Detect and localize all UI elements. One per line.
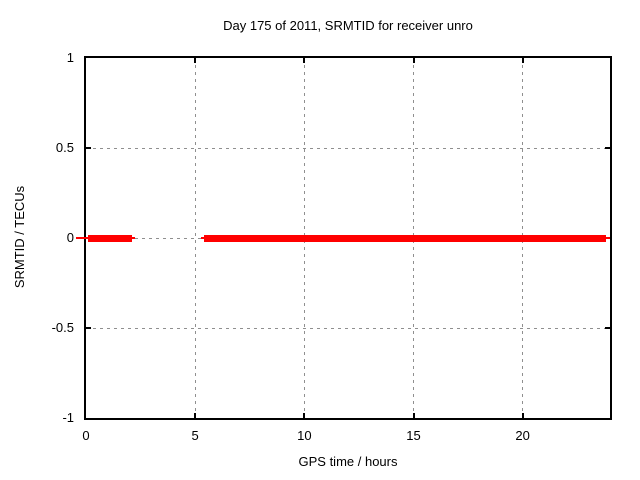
x-tick-label: 20 (515, 428, 530, 443)
x-axis-label: GPS time / hours (298, 454, 398, 469)
data-segment (87, 234, 133, 242)
y-tick-left (86, 147, 91, 149)
x-tick-top (194, 58, 197, 63)
y-tick-left (86, 327, 91, 329)
x-tick-bottom (412, 413, 415, 418)
plot-area (75, 56, 612, 420)
x-tick-label: 10 (297, 428, 312, 443)
y-tick-label: 1 (66, 50, 74, 65)
y-gridline (86, 147, 610, 149)
y-tick-right (605, 147, 610, 149)
x-tick-top (412, 58, 415, 63)
data-segment (606, 237, 610, 239)
x-tick-bottom (521, 413, 524, 418)
y-tick-label: 0.5 (55, 140, 74, 155)
x-tick-bottom (194, 413, 197, 418)
y-gridline (86, 327, 610, 329)
x-tick-label: 15 (406, 428, 421, 443)
x-tick-top (521, 58, 524, 63)
data-segment (75, 237, 88, 239)
y-tick-label: 0 (66, 230, 74, 245)
x-tick-top (303, 58, 306, 63)
data-segment (132, 237, 135, 239)
y-tick-right (605, 327, 610, 329)
x-tick-label: 0 (82, 428, 90, 443)
data-segment (204, 234, 607, 242)
x-tick-label: 5 (191, 428, 199, 443)
chart-title: Day 175 of 2011, SRMTID for receiver unr… (223, 18, 473, 33)
y-tick-label: -1 (62, 410, 74, 425)
data-segment (201, 237, 205, 239)
y-tick-label: -0.5 (51, 320, 74, 335)
x-tick-bottom (303, 413, 306, 418)
